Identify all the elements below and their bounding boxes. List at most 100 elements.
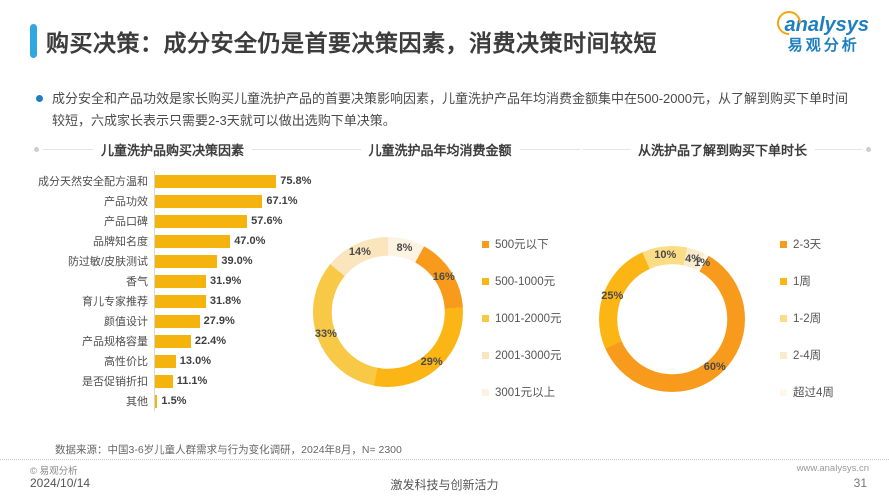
bar-value-label: 67.1% [266, 195, 298, 207]
bar-row: 产品规格容量 22.4% [30, 331, 302, 351]
footer-date: 2024/10/14 [30, 476, 91, 490]
legend-swatch-icon [482, 240, 489, 248]
bar-category-label: 颜值设计 [104, 316, 148, 328]
legend-swatch-icon [780, 277, 787, 285]
donut-value-label: 29% [420, 355, 443, 368]
page-header: 购买决策：成分安全仍是首要决策因素，消费决策时间较短 [30, 24, 657, 58]
divider-line [583, 148, 630, 150]
bar-row: 产品功效 67.1% [30, 191, 302, 211]
bar-category-label: 香气 [126, 276, 148, 288]
logo-wordmark: analysys [772, 6, 869, 40]
donut-value-label: 1% [694, 256, 711, 269]
bar-category-label: 是否促销折扣 [82, 376, 148, 388]
bar-row: 防过敏/皮肤测试 39.0% [30, 251, 302, 271]
bar-fill [155, 294, 206, 308]
donut-value-label: 60% [703, 360, 726, 373]
bar-track: 39.0% [154, 251, 302, 271]
legend-item: 2-3天 [780, 238, 834, 251]
bar-track: 11.1% [154, 371, 302, 391]
legend-item: 500-1000元 [482, 275, 562, 288]
chart-legend: 2-3天 1周 1-2周 2-4周 超过4周 [780, 238, 834, 423]
key-finding: 成分安全和产品功效是家长购买儿童洗护产品的首要决策影响因素，儿童洗护产品年均消费… [36, 88, 858, 132]
section-header: 儿童洗护品购买决策因素 [30, 140, 303, 158]
legend-swatch-icon [482, 277, 489, 285]
legend-item: 2-4周 [780, 349, 834, 362]
bar-row: 育儿专家推荐 31.8% [30, 291, 302, 311]
bar-category-label: 产品口碑 [104, 216, 148, 228]
bar-fill [155, 194, 263, 208]
bar-row: 产品口碑 57.6% [30, 211, 302, 231]
bar-category-label: 成分天然安全配方温和 [38, 176, 148, 188]
donut-value-label: 4% [685, 252, 701, 265]
legend-swatch-icon [482, 351, 489, 359]
divider-line [43, 148, 93, 150]
legend-swatch-icon [780, 388, 787, 396]
analysys-logo: analysys 易观分析 [772, 6, 869, 55]
bar-row: 品牌知名度 47.0% [30, 231, 302, 251]
bar-value-label: 31.8% [209, 295, 242, 307]
donut-value-label: 14% [348, 246, 371, 259]
bar-track: 13.0% [154, 351, 302, 371]
bar-track: 67.1% [154, 191, 302, 211]
divider-line [300, 148, 361, 150]
title-accent-bar [30, 24, 37, 58]
donut-ring: 60% 25% 10% 4% 1% [599, 246, 745, 392]
donut-value-label: 16% [432, 270, 455, 283]
legend-item: 1001-2000元 [482, 312, 562, 325]
section-title: 从洗护品了解到购买下单时长 [638, 142, 808, 158]
bar-track: 27.9% [154, 311, 302, 331]
bar-category-label: 品牌知名度 [93, 236, 148, 248]
legend-label: 1周 [793, 276, 811, 288]
logo-brand-en: analysys [784, 14, 869, 36]
bar-fill [155, 174, 277, 188]
legend-label: 2-3天 [793, 239, 822, 251]
bar-value-label: 27.9% [203, 315, 235, 327]
legend-label: 超过4周 [793, 387, 834, 399]
footer-website: www.analysys.cn [796, 463, 869, 474]
bar-category-label: 产品功效 [104, 196, 148, 208]
donut-hole [617, 264, 727, 374]
bar-category-label: 防过敏/皮肤测试 [67, 256, 148, 268]
bar-fill [155, 374, 173, 388]
donut-value-label: 25% [601, 290, 624, 303]
bar-category-label: 产品规格容量 [82, 336, 148, 348]
legend-label: 500元以下 [495, 239, 549, 251]
bar-value-label: 1.5% [161, 395, 187, 407]
chart-legend: 500元以下 500-1000元 1001-2000元 2001-3000元 3001元… [482, 238, 562, 423]
donut-chart-area: 60% 25% 10% 4% 1% 2-3天 1周 1-2周 2-4周 超过4周 [583, 158, 875, 399]
bar-track: 31.8% [154, 291, 302, 311]
section-decision-factors: 儿童洗护品购买决策因素 成分天然安全配方温和 75.8% 产品功效 67.1% 产品口碑… [30, 140, 311, 411]
donut-value-label: 10% [654, 249, 677, 262]
bar-row: 成分天然安全配方温和 75.8% [30, 171, 311, 191]
bar-value-label: 57.6% [251, 215, 283, 227]
bar-row: 是否促销折扣 11.1% [30, 371, 302, 391]
legend-item: 500元以下 [482, 238, 562, 251]
section-header: 从洗护品了解到购买下单时长 [583, 140, 875, 158]
bar-value-label: 11.1% [176, 375, 208, 387]
bar-value-label: 47.0% [234, 235, 266, 247]
page-number: 31 [853, 476, 867, 490]
footer-divider [0, 459, 889, 460]
legend-item: 1周 [780, 275, 834, 288]
legend-label: 1001-2000元 [495, 313, 562, 325]
bar-value-label: 39.0% [221, 255, 253, 267]
bar-track: 47.0% [154, 231, 302, 251]
bar-value-label: 31.9% [210, 275, 242, 287]
legend-swatch-icon [482, 388, 489, 396]
legend-label: 3001元以上 [495, 387, 556, 399]
bar-fill [155, 234, 231, 248]
divider-line [519, 148, 581, 150]
divider-dot-icon [866, 146, 872, 152]
logo-brand-cn: 易观分析 [787, 37, 860, 54]
divider-line [252, 148, 303, 150]
bar-value-label: 22.4% [194, 335, 227, 347]
legend-swatch-icon [780, 314, 787, 322]
section-header: 儿童洗护品年均消费金额 [300, 140, 581, 158]
data-source: 数据来源：中国3-6岁儿童人群需求与行为变化调研，2024年8月，N= 2300 [55, 444, 402, 456]
bar-value-label: 13.0% [179, 355, 211, 367]
bar-fill [155, 334, 191, 348]
bar-fill [155, 274, 207, 288]
legend-item: 3001元以上 [482, 386, 562, 399]
legend-item: 2001-3000元 [482, 349, 562, 362]
